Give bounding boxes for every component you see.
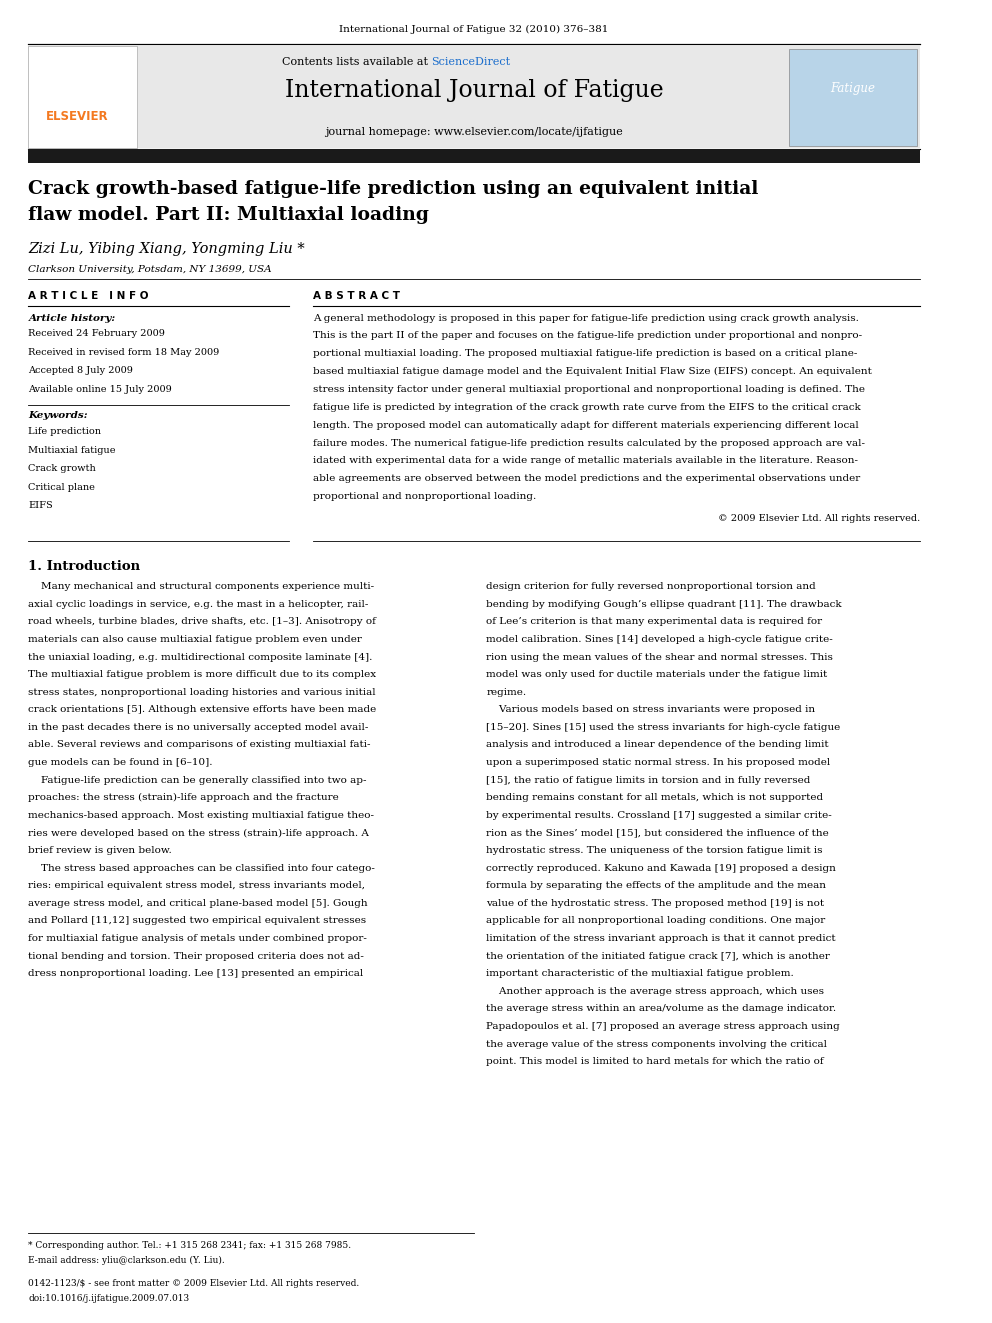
Text: crack orientations [5]. Although extensive efforts have been made: crack orientations [5]. Although extensi… xyxy=(29,705,377,714)
Text: Another approach is the average stress approach, which uses: Another approach is the average stress a… xyxy=(486,987,824,996)
Text: proaches: the stress (strain)-life approach and the fracture: proaches: the stress (strain)-life appro… xyxy=(29,794,339,802)
Text: A B S T R A C T: A B S T R A C T xyxy=(312,291,400,302)
Text: Various models based on stress invariants were proposed in: Various models based on stress invariant… xyxy=(486,705,815,714)
Text: proportional and nonproportional loading.: proportional and nonproportional loading… xyxy=(312,492,536,501)
Text: ries were developed based on the stress (strain)-life approach. A: ries were developed based on the stress … xyxy=(29,828,369,837)
Text: flaw model. Part II: Multiaxial loading: flaw model. Part II: Multiaxial loading xyxy=(29,206,430,225)
Text: rion using the mean values of the shear and normal stresses. This: rion using the mean values of the shear … xyxy=(486,652,833,662)
Text: correctly reproduced. Kakuno and Kawada [19] proposed a design: correctly reproduced. Kakuno and Kawada … xyxy=(486,864,836,873)
Text: Clarkson University, Potsdam, NY 13699, USA: Clarkson University, Potsdam, NY 13699, … xyxy=(29,265,272,274)
Text: Received in revised form 18 May 2009: Received in revised form 18 May 2009 xyxy=(29,348,219,357)
Text: design criterion for fully reversed nonproportional torsion and: design criterion for fully reversed nonp… xyxy=(486,582,816,591)
Text: length. The proposed model can automatically adapt for different materials exper: length. The proposed model can automatic… xyxy=(312,421,859,430)
Text: 0142-1123/$ - see front matter © 2009 Elsevier Ltd. All rights reserved.: 0142-1123/$ - see front matter © 2009 El… xyxy=(29,1279,360,1289)
Text: stress intensity factor under general multiaxial proportional and nonproportiona: stress intensity factor under general mu… xyxy=(312,385,865,394)
Text: tional bending and torsion. Their proposed criteria does not ad-: tional bending and torsion. Their propos… xyxy=(29,951,364,960)
Text: [15], the ratio of fatigue limits in torsion and in fully reversed: [15], the ratio of fatigue limits in tor… xyxy=(486,775,810,785)
Text: dress nonproportional loading. Lee [13] presented an empirical: dress nonproportional loading. Lee [13] … xyxy=(29,970,364,978)
Text: able agreements are observed between the model predictions and the experimental : able agreements are observed between the… xyxy=(312,474,860,483)
Text: [15–20]. Sines [15] used the stress invariants for high-cycle fatigue: [15–20]. Sines [15] used the stress inva… xyxy=(486,722,840,732)
Text: point. This model is limited to hard metals for which the ratio of: point. This model is limited to hard met… xyxy=(486,1057,824,1066)
Text: Fatigue: Fatigue xyxy=(830,82,875,95)
Text: in the past decades there is no universally accepted model avail-: in the past decades there is no universa… xyxy=(29,722,369,732)
Text: important characteristic of the multiaxial fatigue problem.: important characteristic of the multiaxi… xyxy=(486,970,795,978)
Text: mechanics-based approach. Most existing multiaxial fatigue theo-: mechanics-based approach. Most existing … xyxy=(29,811,374,820)
Text: Received 24 February 2009: Received 24 February 2009 xyxy=(29,329,166,339)
Text: Critical plane: Critical plane xyxy=(29,483,95,492)
Text: doi:10.1016/j.ijfatigue.2009.07.013: doi:10.1016/j.ijfatigue.2009.07.013 xyxy=(29,1294,189,1303)
Text: 1. Introduction: 1. Introduction xyxy=(29,560,141,573)
Text: stress states, nonproportional loading histories and various initial: stress states, nonproportional loading h… xyxy=(29,688,376,697)
Bar xyxy=(789,49,917,146)
Text: applicable for all nonproportional loading conditions. One major: applicable for all nonproportional loadi… xyxy=(486,917,825,926)
Text: © 2009 Elsevier Ltd. All rights reserved.: © 2009 Elsevier Ltd. All rights reserved… xyxy=(717,513,920,523)
Text: ELSEVIER: ELSEVIER xyxy=(46,110,108,123)
Text: the uniaxial loading, e.g. multidirectional composite laminate [4].: the uniaxial loading, e.g. multidirectio… xyxy=(29,652,373,662)
Text: hydrostatic stress. The uniqueness of the torsion fatigue limit is: hydrostatic stress. The uniqueness of th… xyxy=(486,845,823,855)
Text: analysis and introduced a linear dependence of the bending limit: analysis and introduced a linear depende… xyxy=(486,741,829,750)
Text: bending remains constant for all metals, which is not supported: bending remains constant for all metals,… xyxy=(486,794,823,802)
Text: idated with experimental data for a wide range of metallic materials available i: idated with experimental data for a wide… xyxy=(312,456,858,466)
Text: journal homepage: www.elsevier.com/locate/ijfatigue: journal homepage: www.elsevier.com/locat… xyxy=(325,127,623,138)
Text: regime.: regime. xyxy=(486,688,527,697)
Text: Multiaxial fatigue: Multiaxial fatigue xyxy=(29,446,116,455)
Text: The stress based approaches can be classified into four catego-: The stress based approaches can be class… xyxy=(29,864,375,873)
Text: E-mail address: yliu@clarkson.edu (Y. Liu).: E-mail address: yliu@clarkson.edu (Y. Li… xyxy=(29,1256,225,1265)
Text: bending by modifying Gough’s ellipse quadrant [11]. The drawback: bending by modifying Gough’s ellipse qua… xyxy=(486,599,842,609)
Text: failure modes. The numerical fatigue-life prediction results calculated by the p: failure modes. The numerical fatigue-lif… xyxy=(312,438,865,447)
Text: Crack growth-based fatigue-life prediction using an equivalent initial: Crack growth-based fatigue-life predicti… xyxy=(29,180,759,198)
Text: Life prediction: Life prediction xyxy=(29,427,101,437)
Text: upon a superimposed static normal stress. In his proposed model: upon a superimposed static normal stress… xyxy=(486,758,830,767)
Bar xyxy=(29,46,920,148)
Text: model was only used for ductile materials under the fatigue limit: model was only used for ductile material… xyxy=(486,669,827,679)
Text: Keywords:: Keywords: xyxy=(29,411,88,421)
Text: the average value of the stress components involving the critical: the average value of the stress componen… xyxy=(486,1040,827,1049)
Text: value of the hydrostatic stress. The proposed method [19] is not: value of the hydrostatic stress. The pro… xyxy=(486,898,824,908)
Text: This is the part II of the paper and focuses on the fatigue-life prediction unde: This is the part II of the paper and foc… xyxy=(312,331,862,340)
Bar xyxy=(29,149,920,163)
Text: ries: empirical equivalent stress model, stress invariants model,: ries: empirical equivalent stress model,… xyxy=(29,881,365,890)
Text: the orientation of the initiated fatigue crack [7], which is another: the orientation of the initiated fatigue… xyxy=(486,951,830,960)
Text: formula by separating the effects of the amplitude and the mean: formula by separating the effects of the… xyxy=(486,881,826,890)
Text: by experimental results. Crossland [17] suggested a similar crite-: by experimental results. Crossland [17] … xyxy=(486,811,832,820)
Text: A R T I C L E   I N F O: A R T I C L E I N F O xyxy=(29,291,149,302)
Text: limitation of the stress invariant approach is that it cannot predict: limitation of the stress invariant appro… xyxy=(486,934,836,943)
Text: Fatigue-life prediction can be generally classified into two ap-: Fatigue-life prediction can be generally… xyxy=(29,775,367,785)
Text: The multiaxial fatigue problem is more difficult due to its complex: The multiaxial fatigue problem is more d… xyxy=(29,669,377,679)
Text: Crack growth: Crack growth xyxy=(29,464,96,474)
Text: the average stress within an area/volume as the damage indicator.: the average stress within an area/volume… xyxy=(486,1004,836,1013)
Text: based multiaxial fatigue damage model and the Equivalent Initial Flaw Size (EIFS: based multiaxial fatigue damage model an… xyxy=(312,366,872,376)
Text: Accepted 8 July 2009: Accepted 8 July 2009 xyxy=(29,366,133,376)
Text: International Journal of Fatigue 32 (2010) 376–381: International Journal of Fatigue 32 (201… xyxy=(339,25,609,34)
Text: * Corresponding author. Tel.: +1 315 268 2341; fax: +1 315 268 7985.: * Corresponding author. Tel.: +1 315 268… xyxy=(29,1241,351,1250)
Text: Available online 15 July 2009: Available online 15 July 2009 xyxy=(29,385,173,394)
Text: A general methodology is proposed in this paper for fatigue-life prediction usin: A general methodology is proposed in thi… xyxy=(312,314,859,323)
Text: portional multiaxial loading. The proposed multiaxial fatigue-life prediction is: portional multiaxial loading. The propos… xyxy=(312,349,857,359)
Text: able. Several reviews and comparisons of existing multiaxial fati-: able. Several reviews and comparisons of… xyxy=(29,741,371,750)
Text: Many mechanical and structural components experience multi-: Many mechanical and structural component… xyxy=(29,582,375,591)
Text: Zizi Lu, Yibing Xiang, Yongming Liu *: Zizi Lu, Yibing Xiang, Yongming Liu * xyxy=(29,242,306,257)
Text: Contents lists available at: Contents lists available at xyxy=(282,57,432,67)
Text: of Lee’s criterion is that many experimental data is required for: of Lee’s criterion is that many experime… xyxy=(486,618,822,626)
Text: axial cyclic loadings in service, e.g. the mast in a helicopter, rail-: axial cyclic loadings in service, e.g. t… xyxy=(29,599,369,609)
Text: fatigue life is predicted by integration of the crack growth rate curve from the: fatigue life is predicted by integration… xyxy=(312,402,861,411)
Text: road wheels, turbine blades, drive shafts, etc. [1–3]. Anisotropy of: road wheels, turbine blades, drive shaft… xyxy=(29,618,376,626)
Text: Article history:: Article history: xyxy=(29,314,116,323)
Text: EIFS: EIFS xyxy=(29,501,54,511)
Text: gue models can be found in [6–10].: gue models can be found in [6–10]. xyxy=(29,758,213,767)
Text: brief review is given below.: brief review is given below. xyxy=(29,845,173,855)
Text: Papadopoulos et al. [7] proposed an average stress approach using: Papadopoulos et al. [7] proposed an aver… xyxy=(486,1021,840,1031)
Text: ScienceDirect: ScienceDirect xyxy=(432,57,511,67)
Bar xyxy=(29,46,138,148)
Text: and Pollard [11,12] suggested two empirical equivalent stresses: and Pollard [11,12] suggested two empiri… xyxy=(29,917,367,926)
Text: average stress model, and critical plane-based model [5]. Gough: average stress model, and critical plane… xyxy=(29,898,368,908)
Text: model calibration. Sines [14] developed a high-cycle fatigue crite-: model calibration. Sines [14] developed … xyxy=(486,635,833,644)
Text: rion as the Sines’ model [15], but considered the influence of the: rion as the Sines’ model [15], but consi… xyxy=(486,828,829,837)
Text: materials can also cause multiaxial fatigue problem even under: materials can also cause multiaxial fati… xyxy=(29,635,362,644)
Text: International Journal of Fatigue: International Journal of Fatigue xyxy=(285,79,664,102)
Text: for multiaxial fatigue analysis of metals under combined propor-: for multiaxial fatigue analysis of metal… xyxy=(29,934,367,943)
